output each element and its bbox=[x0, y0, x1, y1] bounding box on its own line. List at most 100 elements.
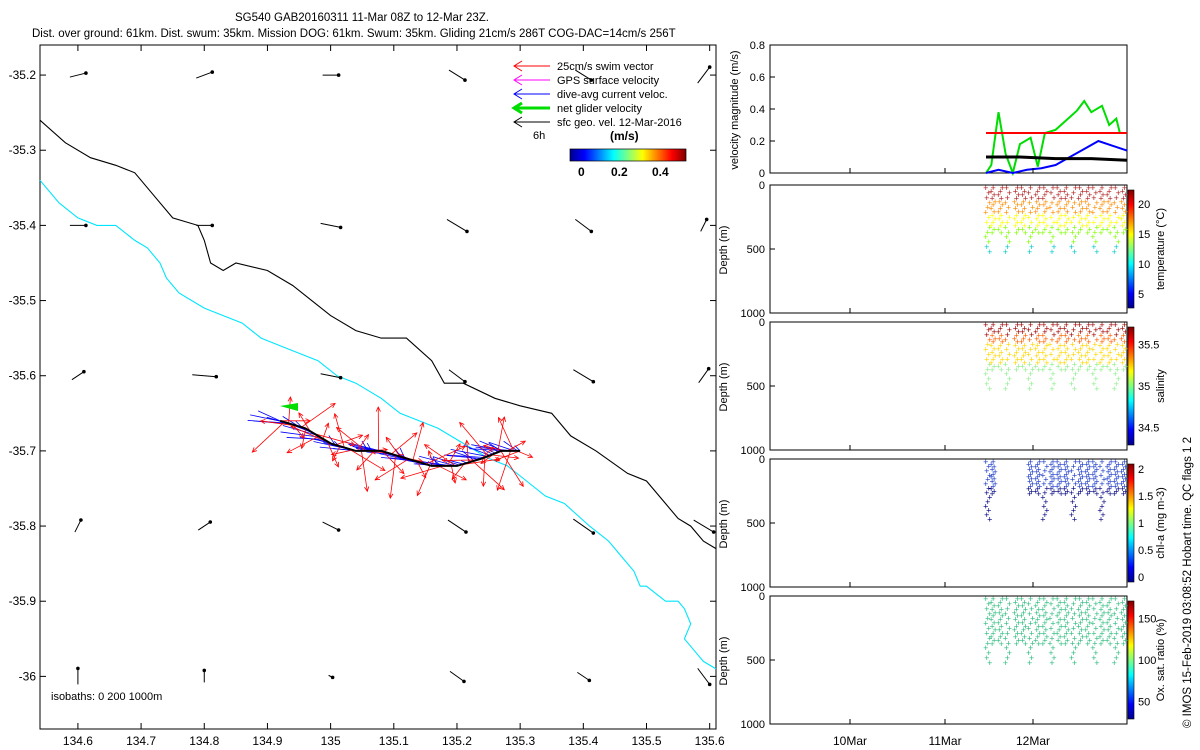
profile-point: + bbox=[988, 459, 993, 469]
map-y-tick-label: -35.7 bbox=[9, 444, 37, 458]
profile-point: + bbox=[1116, 459, 1121, 469]
profile-point: + bbox=[1007, 599, 1012, 609]
profile-point: + bbox=[1022, 632, 1027, 642]
swim-arrowhead bbox=[400, 474, 406, 480]
profile-point: + bbox=[983, 345, 988, 355]
profile-point: + bbox=[1036, 464, 1041, 474]
profile-point: + bbox=[986, 350, 991, 360]
swim-vector bbox=[497, 450, 511, 491]
swim-arrowhead bbox=[497, 416, 503, 423]
profile-point: + bbox=[1003, 222, 1008, 232]
profile-point: + bbox=[1058, 323, 1063, 333]
profile-point: + bbox=[1049, 247, 1054, 257]
profile-point: + bbox=[1076, 489, 1081, 499]
geo-arrow-head bbox=[336, 528, 341, 532]
profile-point: + bbox=[1071, 188, 1076, 198]
profile-point: + bbox=[1003, 335, 1008, 345]
profile-point: + bbox=[1022, 341, 1027, 351]
profile-point: + bbox=[1036, 477, 1041, 487]
profile-point: + bbox=[1113, 594, 1118, 604]
profile-point: + bbox=[1098, 492, 1103, 502]
profile-point: + bbox=[1116, 350, 1121, 360]
profile-point: + bbox=[1109, 320, 1114, 330]
profile-point: + bbox=[1099, 354, 1104, 364]
profile-point: + bbox=[1109, 469, 1114, 479]
profile-point: + bbox=[1058, 472, 1063, 482]
profile-point: + bbox=[1041, 501, 1046, 511]
profile-point: + bbox=[1065, 190, 1070, 200]
swim-vector bbox=[428, 450, 435, 467]
profile-point: + bbox=[1073, 369, 1078, 379]
profile-point: + bbox=[1042, 466, 1047, 476]
profile-point: + bbox=[1097, 506, 1102, 516]
velocity-y-tick-label: 0.8 bbox=[750, 40, 765, 52]
profile-point: + bbox=[988, 204, 993, 214]
swim-vector bbox=[334, 413, 345, 448]
profile-point: + bbox=[1021, 214, 1026, 224]
profile-point: + bbox=[992, 625, 997, 635]
swim-arrowhead bbox=[290, 425, 297, 431]
profile-point: + bbox=[1123, 487, 1128, 497]
profile-point: + bbox=[1101, 334, 1106, 344]
profile-point: + bbox=[1056, 474, 1061, 484]
velocity-series bbox=[985, 99, 1128, 177]
profile-point: + bbox=[1087, 474, 1092, 484]
profile-point: + bbox=[1015, 594, 1020, 604]
swim-vector bbox=[374, 458, 409, 481]
colorbar-label: salinity bbox=[1155, 369, 1167, 403]
profile-point: + bbox=[1071, 237, 1076, 247]
profile-point: + bbox=[992, 334, 997, 344]
profile-point: + bbox=[1037, 200, 1042, 210]
profile-point: + bbox=[1033, 618, 1038, 628]
profile-point: + bbox=[1034, 214, 1039, 224]
profile-point: + bbox=[998, 204, 1003, 214]
profile-point: + bbox=[1058, 221, 1063, 231]
profile-point: + bbox=[1098, 622, 1103, 632]
profile-point: + bbox=[1105, 635, 1110, 645]
profile-point: + bbox=[1034, 625, 1039, 635]
profile-point: + bbox=[1029, 193, 1034, 203]
profile-point: + bbox=[1100, 327, 1105, 337]
profile-point: + bbox=[1099, 200, 1104, 210]
profile-point: + bbox=[986, 374, 991, 384]
swim-vector bbox=[400, 465, 443, 479]
profile-point: + bbox=[1059, 211, 1064, 221]
dac-vector bbox=[257, 410, 281, 422]
profile-point: + bbox=[1005, 604, 1010, 614]
profile-point: + bbox=[1027, 658, 1032, 668]
profile-point: + bbox=[1055, 337, 1060, 347]
profile-point: + bbox=[1036, 622, 1041, 632]
profile-point: + bbox=[1120, 341, 1125, 351]
profile-point: + bbox=[1033, 635, 1038, 645]
swim-arrowhead bbox=[298, 412, 304, 418]
profile-point: + bbox=[990, 320, 995, 330]
profile-point: + bbox=[1094, 477, 1099, 487]
swim-vector bbox=[497, 416, 505, 453]
profile-point: + bbox=[1007, 624, 1012, 634]
profile-point: + bbox=[1014, 348, 1019, 358]
geo-arrow-head bbox=[591, 531, 596, 535]
profile-point: + bbox=[1034, 467, 1039, 477]
swim-vector bbox=[335, 434, 363, 446]
profile-point: + bbox=[990, 482, 995, 492]
profile-point: + bbox=[1100, 190, 1105, 200]
geo-arrow bbox=[573, 518, 594, 534]
profile-point: + bbox=[1026, 350, 1031, 360]
profile-point: + bbox=[1072, 492, 1077, 502]
profile-point: + bbox=[992, 608, 997, 618]
profile-point: + bbox=[1049, 198, 1054, 208]
profile-point: + bbox=[1120, 459, 1125, 469]
profile-point: + bbox=[1026, 459, 1031, 469]
profile-point: + bbox=[1107, 484, 1112, 494]
profile-point: + bbox=[1064, 337, 1069, 347]
profile-point: + bbox=[1014, 228, 1019, 238]
profile-point: + bbox=[1055, 217, 1060, 227]
profile-point: + bbox=[1098, 211, 1103, 221]
profile-point: + bbox=[1049, 609, 1054, 619]
profile-point: + bbox=[1090, 369, 1095, 379]
profile-point: + bbox=[996, 207, 1001, 217]
profile-point: + bbox=[1030, 479, 1035, 489]
profile-point: + bbox=[1066, 479, 1071, 489]
profile-point: + bbox=[1027, 609, 1032, 619]
profile-point: + bbox=[1108, 228, 1113, 238]
